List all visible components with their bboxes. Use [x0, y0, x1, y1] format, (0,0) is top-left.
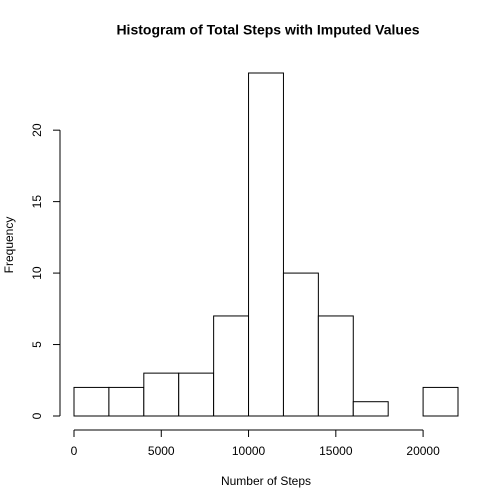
x-tick-label: 15000	[319, 444, 353, 458]
bar	[422, 386, 459, 417]
bar	[352, 401, 389, 417]
bar	[282, 272, 319, 417]
bar	[248, 72, 284, 417]
bar	[73, 386, 110, 417]
bar	[178, 372, 215, 417]
x-tick-label: 5000	[148, 444, 175, 458]
bar	[108, 386, 145, 417]
x-tick-label: 0	[71, 444, 78, 458]
y-tick-label: 15	[30, 195, 44, 209]
y-tick-label: 0	[30, 412, 44, 419]
x-tick-label: 20000	[406, 444, 440, 458]
y-tick-label: 20	[30, 123, 44, 137]
y-tick-label: 5	[30, 341, 44, 348]
x-axis-label: Number of Steps	[221, 474, 311, 488]
bar	[213, 315, 250, 417]
chart-title: Histogram of Total Steps with Imputed Va…	[116, 22, 419, 38]
bar	[317, 315, 354, 417]
y-axis-label: Frequency	[2, 217, 16, 274]
bar	[143, 372, 180, 417]
x-tick-label: 10000	[232, 444, 266, 458]
y-tick-label: 10	[30, 266, 44, 280]
